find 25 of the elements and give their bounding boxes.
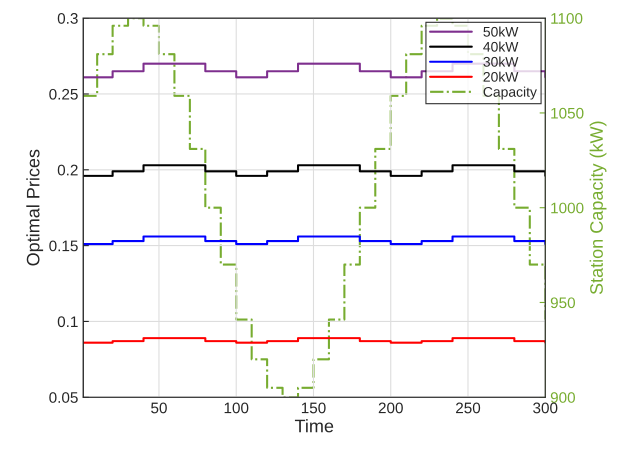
x-tick-label: 200 xyxy=(378,402,403,414)
y-tick-label: 0.05 xyxy=(49,392,78,403)
x-tick-label: 250 xyxy=(456,402,480,414)
y2-axis-title: Station Capacity (kW) xyxy=(590,122,606,294)
y2-tick-label: 1100 xyxy=(551,13,582,24)
y-tick-label: 0.25 xyxy=(49,88,78,100)
legend-label: 30kW xyxy=(483,56,518,67)
legend-label: 40kW xyxy=(483,42,518,52)
x-tick-label: 300 xyxy=(533,402,558,414)
y2-tick-label: 1050 xyxy=(551,108,584,119)
x-tick-label: 150 xyxy=(302,402,326,414)
y2-tick-label: 900 xyxy=(550,392,575,403)
y-tick-label: 0.1 xyxy=(58,316,78,328)
y-tick-label: 0.15 xyxy=(49,240,78,252)
y2-tick-label: 950 xyxy=(550,297,575,308)
x-tick-label: 100 xyxy=(224,402,248,414)
y-tick-label: 0.3 xyxy=(58,13,78,24)
x-tick-label: 50 xyxy=(151,402,167,414)
y2-tick-label: 1000 xyxy=(551,202,584,214)
legend-label: 50kW xyxy=(483,26,518,37)
legend-label: 20kW xyxy=(484,72,518,82)
y-axis-title: Optimal Prices xyxy=(26,150,44,266)
y-tick-label: 0.2 xyxy=(58,164,78,176)
x-axis-title: Time xyxy=(294,419,334,432)
legend-label: Capacity xyxy=(484,86,537,100)
